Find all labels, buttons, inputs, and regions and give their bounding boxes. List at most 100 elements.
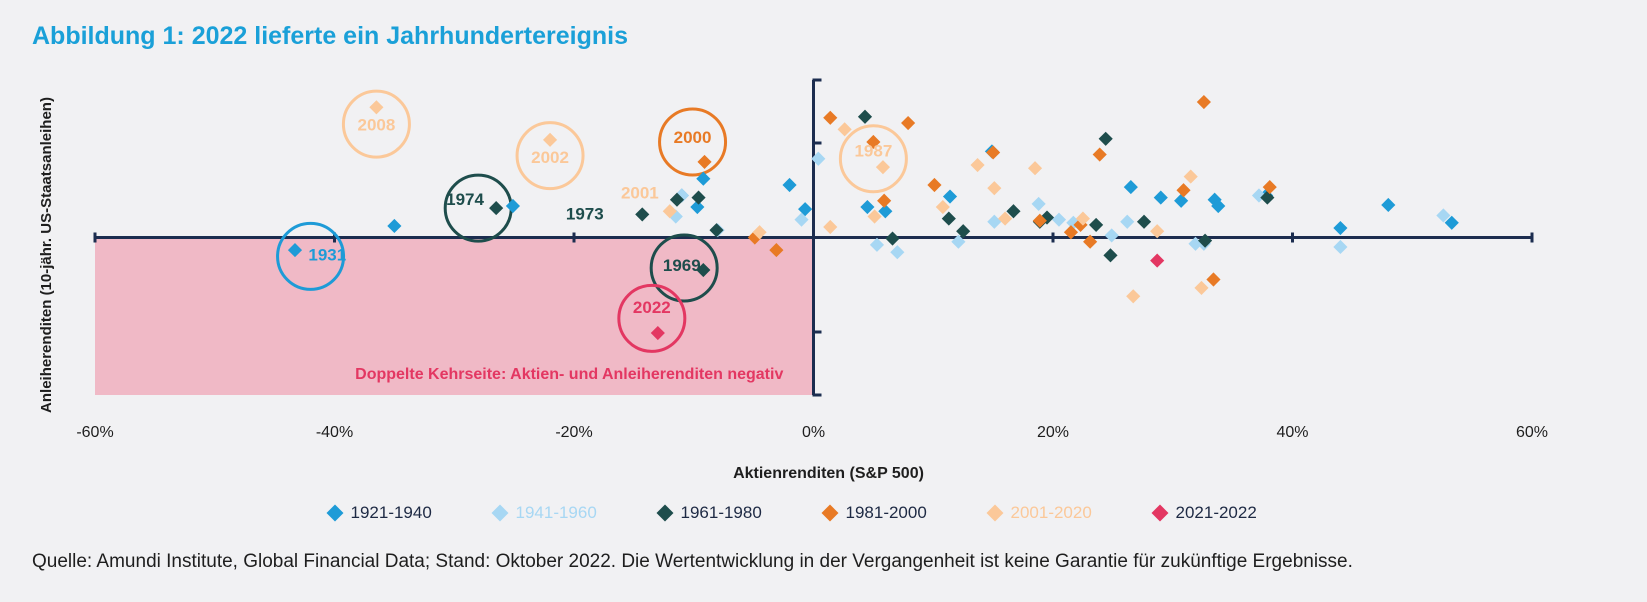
data-point [866,134,881,150]
data-point [1051,212,1067,227]
legend-item: 1941-1960 [491,503,659,523]
legend-item: 2001-2020 [986,503,1154,523]
x-tick-label: 20% [1037,424,1069,441]
year-highlight-circle [658,107,728,177]
legend-label: 1961-1980 [680,503,762,522]
data-point [956,224,971,239]
y-axis-label: Anleiherenditen (10-jähr. US-Staatsanlei… [38,97,55,413]
data-point [1211,198,1226,214]
x-tick-label: 40% [1276,424,1308,441]
data-point [696,262,711,278]
data-point [935,199,950,215]
x-tick-label: -60% [76,424,113,441]
data-point [867,209,882,224]
data-point [823,219,838,235]
year-label: 1969 [663,256,701,275]
negative-zone [95,237,814,395]
year-label: 2001 [621,184,659,203]
chart-legend: 1921-1940 1941-1960 1961-1980 1981-2000 2001… [0,503,1647,523]
legend-label: 1981-2000 [845,503,927,522]
data-point [1260,190,1275,205]
data-point [697,154,712,169]
data-point [1103,248,1118,263]
year-label: 2022 [633,298,671,317]
data-point [1063,225,1079,240]
data-point [542,132,558,147]
data-point [869,237,885,252]
legend-swatch [821,504,838,522]
data-point [1153,190,1168,205]
x-tick-label: -40% [316,424,353,441]
data-point [669,192,685,207]
legend-item: 1981-2000 [821,503,989,523]
data-point [690,199,705,215]
data-point [927,177,942,193]
year-highlight-circle [649,233,719,303]
data-point [662,204,677,219]
data-point [1436,208,1451,223]
data-point [890,245,905,260]
year-label: 1973 [566,205,604,224]
year-label: 1987 [854,142,892,161]
data-point [287,243,303,258]
data-point [878,204,893,219]
scatter-chart: Doppelte Kehrseite: Aktien- und Anleiher… [38,78,1548,482]
data-point [387,218,402,234]
legend-label: 2021-2022 [1175,503,1257,522]
legend-item: 2021-2022 [1151,503,1319,523]
year-label: 2002 [531,148,569,167]
data-point [1075,211,1091,226]
data-point [1194,280,1209,295]
data-point [987,181,1002,196]
data-point [986,145,1001,160]
data-point [709,223,724,238]
data-point [1092,147,1107,162]
legend-swatch [491,504,508,522]
data-point [650,325,665,341]
data-point [970,157,985,173]
data-point [635,207,650,222]
legend-label: 2001-2020 [1010,503,1092,522]
year-highlight-circle [276,221,346,291]
legend-item: 1921-1940 [326,503,494,523]
data-point [1444,215,1459,230]
year-highlight-circle [515,121,585,191]
data-point [691,190,706,205]
data-point [752,225,767,240]
data-point [1150,253,1165,268]
data-point [1150,224,1165,239]
data-point [998,211,1013,226]
year-label: 1974 [446,190,484,209]
year-highlight-circle [617,283,687,353]
data-point [489,201,504,216]
data-point [1262,180,1277,195]
data-point [901,115,916,131]
year-highlight-circle [838,124,908,194]
data-point [860,199,875,215]
data-point [942,189,958,204]
data-point [1174,193,1189,208]
negative-zone-label: Doppelte Kehrseite: Aktien- und Anleiher… [355,366,783,383]
data-point [1196,94,1211,110]
data-point [794,212,809,227]
x-tick-label: 60% [1516,424,1548,441]
data-point [877,193,892,208]
data-point [696,171,711,186]
legend-swatch [986,504,1003,522]
data-point [782,177,797,193]
data-point [811,151,826,166]
source-note: Quelle: Amundi Institute, Global Financi… [32,551,1353,572]
data-point [1031,196,1046,211]
data-point [1333,239,1348,255]
data-point [951,234,966,249]
data-point [875,160,891,175]
data-point [1120,214,1135,229]
legend-item: 1961-1980 [656,503,824,523]
data-point [1032,213,1047,228]
data-point [987,214,1002,229]
data-point [1183,169,1198,184]
data-point [1176,183,1191,198]
year-highlight-circle [341,89,411,159]
data-point [941,211,956,226]
legend-label: 1921-1940 [350,503,432,522]
